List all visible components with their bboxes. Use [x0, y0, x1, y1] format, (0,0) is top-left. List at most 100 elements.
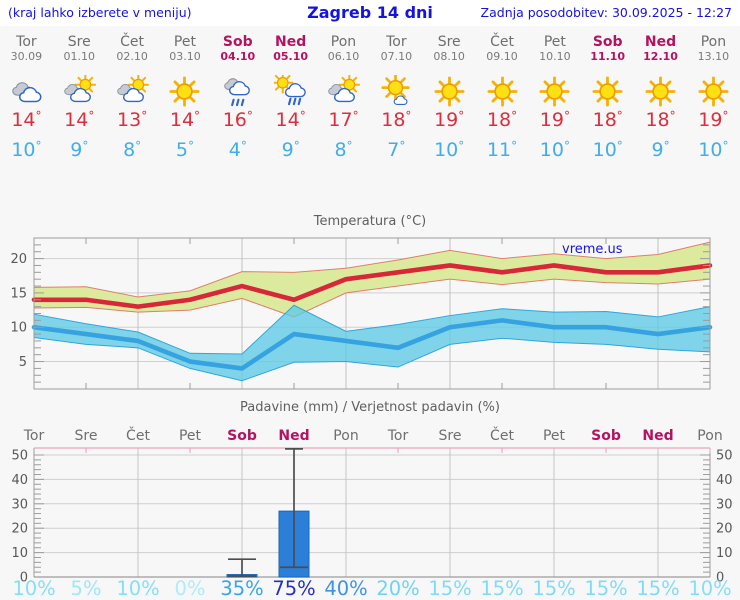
degree-sign: °	[563, 109, 570, 123]
day-low-temp: 8°	[106, 139, 159, 163]
day-name: Sre	[437, 34, 461, 50]
degree-sign: °	[458, 109, 465, 123]
day-column: Sre 01.10 14° 9°	[53, 26, 106, 163]
sunny-weather-icon	[168, 75, 201, 108]
temperature-chart-title: Temperatura (°C)	[313, 214, 427, 229]
day-name: Čet	[120, 34, 145, 50]
precip-probability: 10%	[116, 577, 160, 600]
day-high-temp: 18°	[476, 109, 529, 133]
degree-sign: °	[82, 139, 89, 153]
day-high-temp: 16°	[211, 109, 264, 133]
day-low-temp: 10°	[687, 139, 740, 163]
degree-sign: °	[511, 109, 518, 123]
low-temp-value: 9	[70, 139, 83, 161]
precip-axis-label-left: 0	[20, 571, 28, 585]
day-name: Sre	[67, 34, 91, 50]
precip-axis-label-left: 10	[11, 546, 28, 561]
day-high-temp: 14°	[159, 109, 212, 133]
high-temp-value: 18	[486, 109, 512, 131]
degree-sign: °	[35, 109, 42, 123]
precip-day-label-row: Tor Sre Čet Pet Sob Ned Pon Tor Sre Čet Pet Sob Ned P…	[0, 428, 740, 445]
sunny-weather-icon	[697, 75, 730, 108]
day-date: 12.10	[643, 50, 678, 63]
precip-day-label: Tor	[387, 428, 409, 444]
day-name: Sob	[222, 34, 253, 50]
precip-day-label: Ned	[278, 428, 310, 444]
day-low-temp: 10°	[423, 139, 476, 163]
location-menu-note: (kraj lahko izberete v meniju)	[8, 5, 192, 20]
day-name: Ned	[275, 34, 307, 50]
precip-probability: 35%	[220, 577, 264, 600]
last-updated-text: Zadnja posodobitev: 30.09.2025 - 12:27	[480, 5, 732, 20]
mostlysunny-weather-icon	[380, 75, 413, 108]
precip-axis-label-left: 50	[11, 449, 28, 464]
day-name: Tor	[386, 34, 407, 50]
degree-sign: °	[399, 139, 406, 153]
day-high-temp: 14°	[53, 109, 106, 133]
high-temp-value: 14	[169, 109, 195, 131]
precip-axis-label-right: 0	[716, 571, 724, 585]
degree-sign: °	[194, 109, 201, 123]
degree-sign: °	[299, 109, 306, 123]
degree-sign: °	[563, 139, 570, 153]
day-column: Sob 04.10 16° 4°	[211, 26, 264, 163]
partly-weather-icon	[327, 75, 360, 108]
partly-weather-icon	[116, 75, 149, 108]
day-high-temp: 19°	[528, 109, 581, 133]
day-column: Pet 03.10 14° 5°	[159, 26, 212, 163]
precip-probability-row: 10% 5% 10% 0% 35% 75% 40% 20% 15% 15% 15% 15% 15% 10%	[0, 578, 740, 600]
degree-sign: °	[188, 139, 194, 153]
day-column: Tor 07.10 18° 7°	[370, 26, 423, 163]
precip-axis-label-right: 50	[716, 449, 733, 464]
low-temp-value: 9	[281, 139, 294, 161]
degree-sign: °	[141, 109, 148, 123]
precip-day-label: Čet	[490, 428, 514, 444]
precip-axis-label-left: 40	[11, 473, 28, 488]
precip-probability: 5%	[70, 577, 102, 600]
precip-day-label: Pon	[697, 428, 723, 444]
high-temp-value: 19	[434, 109, 459, 131]
day-high-temp: 18°	[634, 109, 687, 133]
day-column: Pon 06.10 17° 8°	[317, 26, 370, 163]
day-column: Pet 10.10 19° 10°	[528, 26, 581, 163]
day-high-temp: 13°	[106, 109, 159, 133]
day-column: Ned 05.10 14° 9°	[264, 26, 317, 163]
high-temp-value: 13	[117, 109, 142, 131]
high-temp-value: 18	[381, 109, 406, 131]
day-date: 06.10	[327, 50, 360, 63]
day-date: 08.10	[433, 50, 465, 63]
high-temp-value: 17	[328, 109, 353, 131]
low-temp-value: 9	[651, 139, 664, 161]
degree-sign: °	[722, 109, 729, 123]
degree-sign: °	[616, 139, 623, 153]
day-high-temp: 18°	[370, 109, 423, 133]
high-temp-value: 14	[11, 109, 36, 131]
degree-sign: °	[293, 139, 300, 153]
day-name: Čet	[490, 34, 514, 50]
low-temp-value: 10	[539, 139, 564, 161]
precip-probability: 15%	[428, 577, 472, 600]
day-low-temp: 4°	[211, 139, 264, 163]
precip-probability: 15%	[636, 577, 680, 600]
degree-sign: °	[246, 109, 253, 123]
day-column: Sre 08.10 19° 10°	[423, 26, 476, 163]
precip-day-label: Čet	[126, 428, 150, 444]
low-temp-value: 7	[387, 139, 400, 161]
precip-axis-label-left: 20	[11, 522, 28, 537]
day-date: 01.10	[63, 50, 96, 63]
low-temp-value: 8	[123, 139, 136, 161]
precip-axis-label-right: 30	[716, 497, 733, 512]
day-name: Tor	[16, 34, 37, 50]
low-temp-value: 10	[11, 139, 36, 161]
day-low-temp: 5°	[159, 139, 212, 163]
day-low-temp: 10°	[0, 139, 53, 163]
day-date: 09.10	[486, 50, 518, 63]
vreme-us-watermark-link[interactable]: vreme.us	[562, 242, 623, 257]
precip-probability: 15%	[532, 577, 576, 600]
day-column: Čet 02.10 13° 8°	[106, 26, 159, 163]
cloudy-weather-icon	[10, 75, 43, 108]
precip-probability: 40%	[324, 577, 368, 600]
precip-probability: 20%	[376, 577, 420, 600]
temp-axis-label: 5	[19, 355, 27, 370]
